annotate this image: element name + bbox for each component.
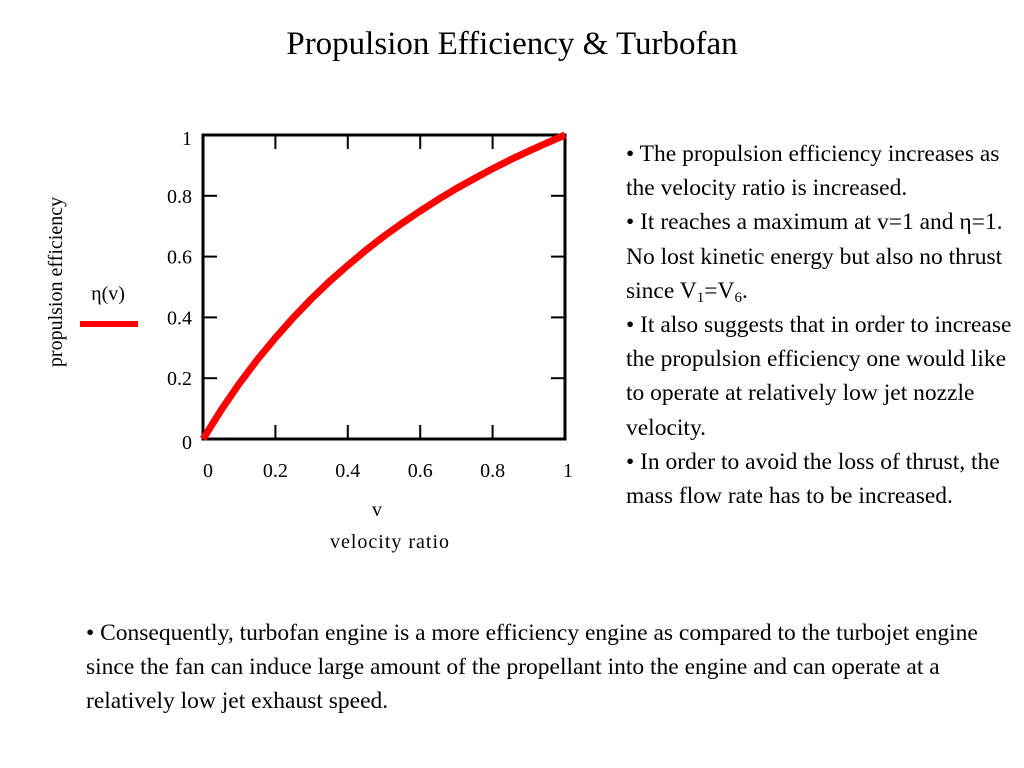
x-tick-label: 1: [563, 460, 573, 482]
y-tick-label: 0.6: [167, 247, 192, 269]
plot-frame: [201, 133, 567, 441]
bullet-4: • In order to avoid the loss of thrust, …: [626, 448, 1000, 510]
legend-label: η(v): [91, 283, 125, 305]
x-axis-title: velocity ratio: [330, 531, 450, 553]
y-tick-label: 0.4: [167, 307, 192, 329]
x-tick-label: 0.8: [480, 460, 505, 482]
bullet-5: • Consequently, turbofan engine is a mor…: [86, 620, 978, 714]
y-axis-title: propulsion efficiency: [45, 197, 67, 367]
bullet-1: • The propulsion efficiency increases as…: [626, 141, 1000, 202]
x-tick-label: 0.2: [263, 460, 288, 482]
series-line-eta: [200, 131, 567, 441]
y-tick-label: 0.2: [167, 368, 192, 390]
slide-title: Propulsion Efficiency & Turbofan: [286, 26, 738, 62]
right-bullets: • The propulsion efficiency increases as…: [626, 137, 1022, 513]
x-axis-variable: v: [372, 499, 382, 521]
x-tick-label: 0: [203, 460, 213, 482]
bullet-3: • It also suggests that in order to incr…: [626, 312, 1012, 441]
x-tick-label: 0.4: [335, 460, 360, 482]
y-tick-label: 1: [182, 128, 192, 150]
bullet-2: • It reaches a maximum at v=1 and η=1. N…: [626, 209, 1003, 306]
y-tick-label: 0.8: [167, 186, 192, 208]
y-tick-label: 0: [182, 432, 192, 454]
efficiency-chart: 0 0.2 0.4 0.6 0.8 1 0 0.2 0.4 0.6 0.8 1 propulsion …: [45, 128, 573, 553]
x-tick-label: 0.6: [408, 460, 433, 482]
bottom-bullet: • Consequently, turbofan engine is a mor…: [86, 616, 1006, 718]
